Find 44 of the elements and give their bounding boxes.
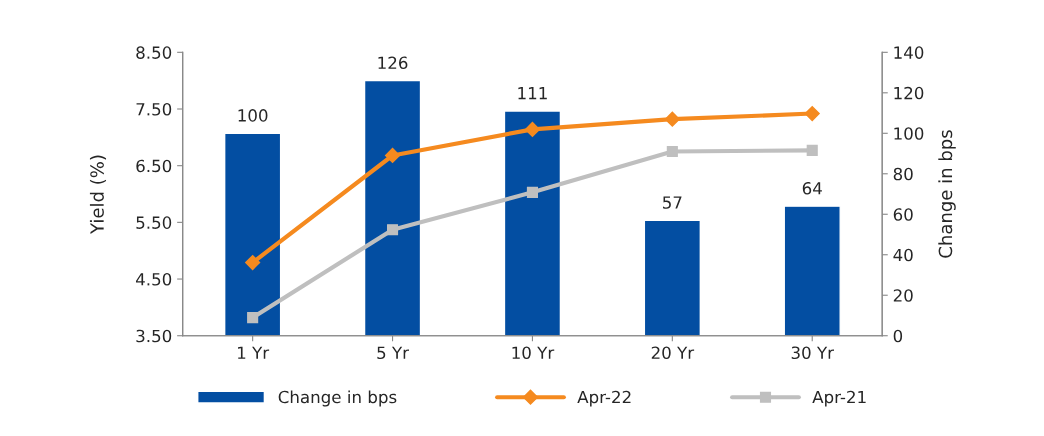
point: [666, 145, 678, 158]
data-label: 126: [378, 56, 408, 70]
x-tick-label: 20 Yr: [651, 346, 695, 360]
data-label: 57: [663, 196, 682, 209]
y2-tick-label: 60: [893, 208, 913, 221]
point: [804, 105, 820, 122]
point: [245, 255, 261, 271]
data-label: 100: [238, 109, 268, 122]
point: [664, 111, 680, 127]
y-tick-label: 7.50: [136, 102, 172, 116]
bar: [223, 132, 282, 336]
point: [526, 186, 538, 198]
y2-tick-label: 40: [893, 248, 913, 262]
y-tick-label: 3.50: [136, 329, 172, 343]
bar: [363, 79, 422, 336]
point: [524, 121, 541, 137]
legend-label: Change in bps: [278, 390, 397, 407]
y-tick-label: 4.50: [135, 273, 172, 286]
y2-tick-label: 120: [894, 86, 924, 100]
data-label: 64: [802, 182, 822, 195]
data-label: 111: [518, 87, 547, 100]
bar: [783, 205, 841, 336]
y2-tick-label: 140: [894, 46, 924, 59]
x-tick-label: 10 Yr: [512, 346, 555, 360]
point: [247, 312, 259, 324]
y-tick-label: 8.50: [136, 46, 172, 59]
y2-tick-label: 80: [893, 167, 913, 181]
y2-tick-label: 0: [893, 329, 903, 343]
x-tick-label: 30 Yr: [791, 346, 834, 360]
y2-tick-label: 20: [893, 289, 913, 302]
y-tick-label: 5.50: [136, 216, 172, 229]
y-axis-title: Yield (%): [89, 155, 107, 235]
point: [386, 224, 399, 236]
legend-label: Apr-22: [577, 390, 631, 407]
y2-tick-label: 100: [894, 127, 924, 140]
y-tick-label: 6.50: [136, 159, 172, 173]
bar: [503, 110, 562, 336]
y2-axis-title: Change in bps: [938, 130, 956, 258]
x-tick-label: 5 Yr: [377, 346, 410, 360]
legend-label: Apr-21: [812, 390, 866, 407]
point: [806, 144, 818, 156]
x-tick-label: 1 Yr: [238, 346, 270, 359]
bar: [643, 219, 702, 336]
point: [384, 147, 401, 164]
